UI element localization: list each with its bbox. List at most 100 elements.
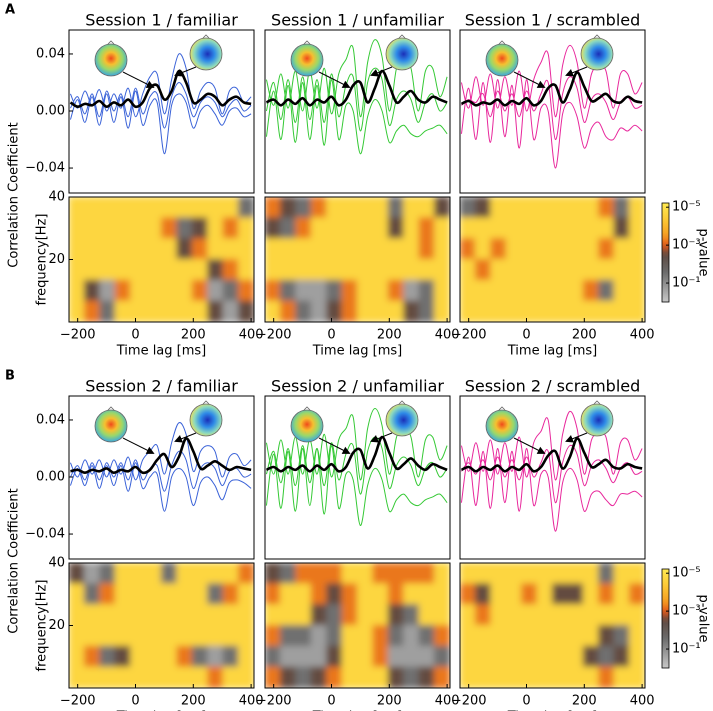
heatmap-cell [265, 279, 281, 302]
heatmap-cell [295, 645, 312, 668]
heatmap-cell [295, 217, 312, 240]
arrow [318, 71, 351, 88]
heatmap-cell [191, 604, 209, 626]
heatmap-cell [521, 197, 538, 219]
heatmap-cell [490, 645, 507, 668]
heatmap-cell [265, 645, 281, 668]
trace-line [461, 444, 643, 504]
heatmap-cell [387, 604, 405, 626]
mean-line [460, 71, 643, 107]
arrow [174, 432, 197, 443]
x-tick-label: 0 [131, 328, 139, 343]
heatmap-cell [505, 604, 523, 626]
topomap-nose [107, 40, 115, 45]
heatmap-cell [222, 259, 240, 281]
x-axis-label: Time lag [ms] [312, 344, 403, 359]
heatmap-cell [161, 604, 178, 626]
panel-label: A [5, 3, 15, 18]
heatmap-area [265, 563, 450, 688]
heatmap-cell [474, 583, 492, 606]
heatmap-cell [387, 645, 405, 668]
heatmap-cell [474, 259, 492, 281]
heatmap-cell [598, 300, 615, 322]
heatmap-cell [460, 666, 476, 688]
heatmap-cell [505, 563, 523, 585]
heatmap-cell [460, 238, 476, 260]
topomap [290, 43, 324, 77]
heatmap-cell [536, 197, 553, 219]
plot-frame [459, 562, 646, 689]
heatmap-cell [145, 645, 162, 668]
heatmap-cell [536, 563, 553, 585]
topomap-nose [107, 406, 115, 411]
y-tick-label: −0.04 [25, 527, 65, 542]
y-tick-label: 40 [48, 190, 65, 205]
heatmap-cell [207, 279, 224, 302]
heatmap-cell [83, 238, 101, 260]
heatmap-cell [222, 300, 240, 322]
heatmap-cell [265, 625, 281, 647]
heatmap-cell [460, 583, 476, 606]
x-tick-label: 400 [239, 694, 264, 709]
heatmap-cell [207, 666, 224, 688]
x-tick-label: 0 [327, 328, 335, 343]
heatmap-cell [145, 625, 162, 647]
heatmap-cell [310, 604, 328, 626]
heatmap-cell [130, 645, 147, 668]
arrow [318, 437, 351, 454]
plot-area [460, 410, 643, 532]
heatmap-cell [567, 563, 584, 585]
heatmap-cells [265, 563, 450, 688]
heatmap-cell [434, 563, 450, 585]
trace-line [69, 90, 252, 155]
colorbar-tick-label: 10⁻³ [672, 238, 701, 253]
heatmap-cell [505, 197, 523, 219]
heatmap-cell [161, 563, 178, 585]
topomap [189, 37, 223, 71]
heatmap-cell [130, 583, 147, 606]
heatmap-cell [207, 625, 224, 647]
heatmap-cell [161, 279, 178, 302]
chart-title: Session 2 / unfamiliar [271, 377, 444, 396]
heatmap-cell [114, 217, 132, 240]
heatmap-cell [191, 300, 209, 322]
x-tick-label: −200 [451, 328, 487, 343]
heatmap-cell [613, 666, 631, 688]
heatmap-cell [222, 279, 240, 302]
heatmap-cell [387, 583, 405, 606]
heatmap-cell [238, 563, 254, 585]
mean-line [70, 437, 252, 475]
heatmap-cell [536, 279, 553, 302]
heatmap-cell [191, 666, 209, 688]
heatmap-cells [460, 197, 645, 322]
heatmap-cell [191, 563, 209, 585]
heatmap-cell [326, 604, 343, 626]
topomap [485, 409, 519, 443]
y-tick-label: 0.00 [36, 470, 65, 485]
heatmap-cell [418, 238, 436, 260]
colorbar [661, 568, 670, 669]
y-axis-label: frequency[Hz] [35, 214, 50, 306]
heatmap-cell [598, 583, 615, 606]
heatmap-cell [176, 238, 193, 260]
heatmap-cell [434, 238, 450, 260]
heatmap-cell [552, 259, 569, 281]
trace-line [460, 44, 643, 118]
heatmap-cell [460, 217, 476, 240]
heatmap-cell [161, 583, 178, 606]
heatmap-cell [176, 259, 193, 281]
topomap [580, 37, 614, 71]
x-tick-label: 200 [181, 328, 206, 343]
heatmap-cell [176, 583, 193, 606]
heatmap-cell [387, 238, 405, 260]
heatmap-cell [265, 259, 281, 281]
heatmap-cells [69, 197, 254, 322]
heatmap-cell [114, 259, 132, 281]
heatmap-cell [222, 563, 240, 585]
heatmap-cell [238, 625, 254, 647]
heatmap-cell [238, 259, 254, 281]
heatmap-cell [629, 279, 645, 302]
chart-title: Session 1 / scrambled [465, 11, 641, 30]
heatmap-cell [69, 666, 85, 688]
heatmap-cell [99, 583, 116, 606]
